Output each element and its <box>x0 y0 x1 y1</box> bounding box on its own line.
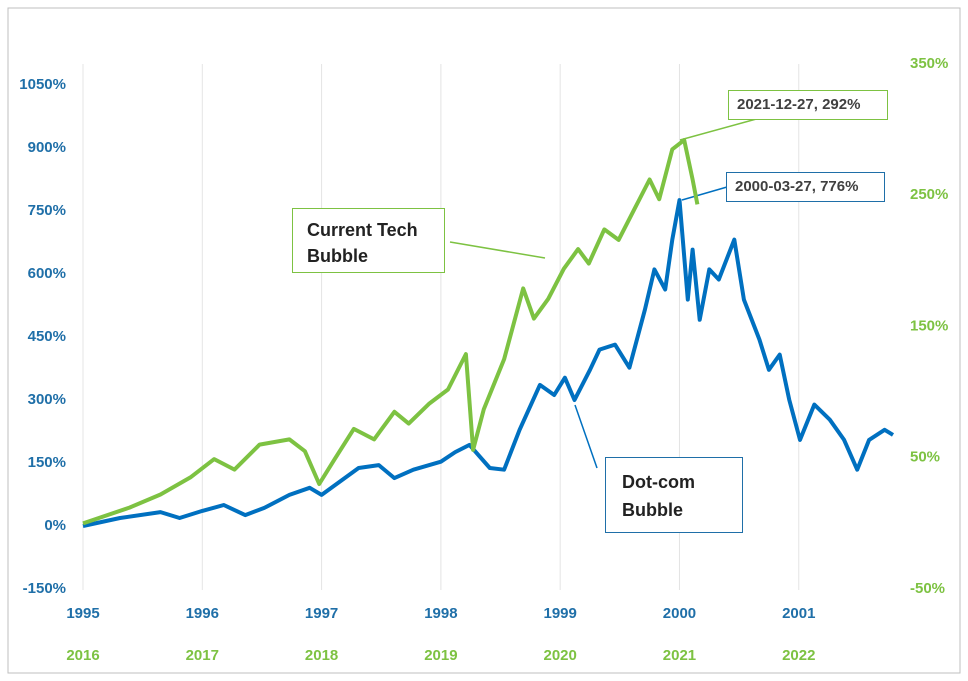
leader-line <box>679 117 761 141</box>
x2-tick-label: 2016 <box>66 647 99 664</box>
x2-tick-label: 2019 <box>424 647 457 664</box>
x-tick-label: 2001 <box>782 605 815 622</box>
y-tick-label: 600% <box>28 265 66 282</box>
y-tick-label: 300% <box>28 391 66 408</box>
series-callout: Dot-com Bubble <box>605 457 743 533</box>
x-tick-label: 1996 <box>186 605 219 622</box>
x2-tick-label: 2018 <box>305 647 338 664</box>
x2-tick-label: 2021 <box>663 647 696 664</box>
y-tick-label: 750% <box>28 202 66 219</box>
y-tick-label: 0% <box>44 517 66 534</box>
leader-line <box>574 404 598 469</box>
y2-tick-label: 250% <box>910 186 948 203</box>
y-tick-label: 900% <box>28 139 66 156</box>
peak-annotation: 2021-12-27, 292% <box>728 90 888 120</box>
y-tick-label: 1050% <box>19 76 66 93</box>
series-line <box>82 198 895 528</box>
y2-tick-label: 350% <box>910 55 948 72</box>
x2-tick-label: 2017 <box>186 647 219 664</box>
y-tick-label: -150% <box>23 580 66 597</box>
x-tick-label: 1998 <box>424 605 457 622</box>
leader-line <box>449 241 546 259</box>
y2-tick-label: 150% <box>910 317 948 334</box>
peak-annotation: 2000-03-27, 776% <box>726 172 885 202</box>
leader-line <box>681 186 728 201</box>
x2-tick-label: 2020 <box>543 647 576 664</box>
x-tick-label: 1995 <box>66 605 99 622</box>
x2-tick-label: 2022 <box>782 647 815 664</box>
y2-tick-label: 50% <box>910 449 940 466</box>
x-tick-label: 1999 <box>543 605 576 622</box>
x-tick-label: 2000 <box>663 605 696 622</box>
y-tick-label: 150% <box>28 454 66 471</box>
series-line <box>82 138 700 526</box>
y2-tick-label: -50% <box>910 580 945 597</box>
x-tick-label: 1997 <box>305 605 338 622</box>
series-callout: Current Tech Bubble <box>292 208 445 273</box>
y-tick-label: 450% <box>28 328 66 345</box>
